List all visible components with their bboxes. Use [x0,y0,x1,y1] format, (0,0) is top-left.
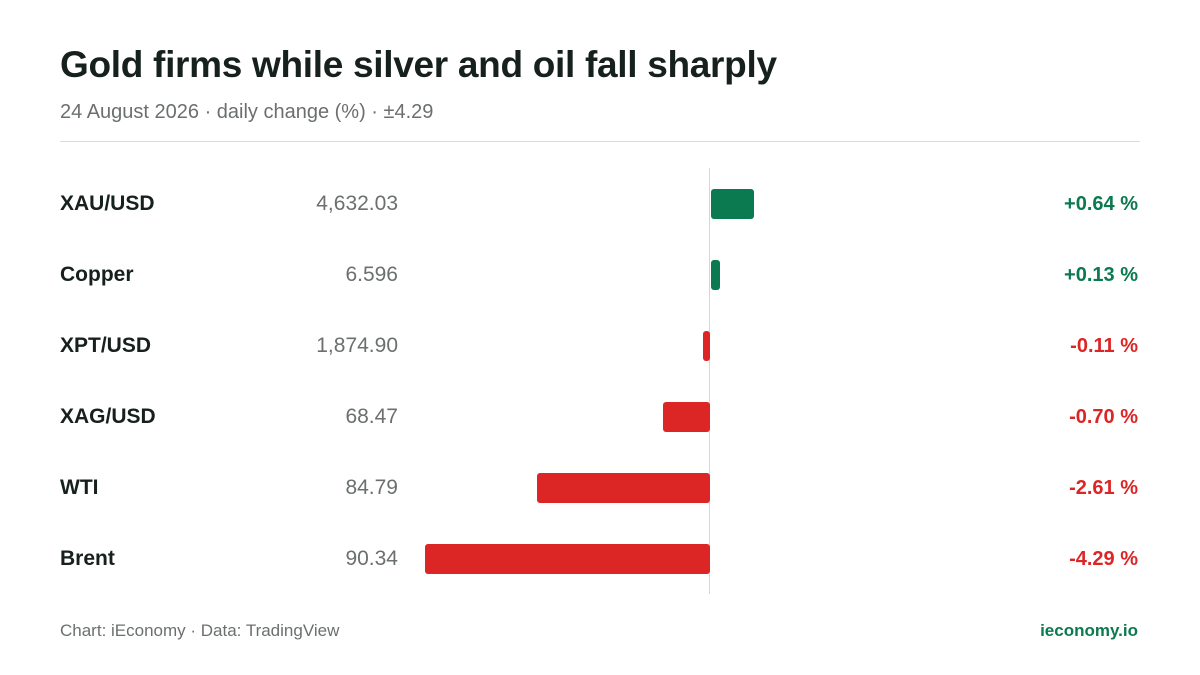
change-label: -2.61 % [1069,477,1138,499]
page-subtitle: 24 August 2026 · daily change (%) · ±4.2… [60,101,434,123]
commodity-price: 90.34 [345,547,398,570]
source-credit: Chart: iEconomy · Data: TradingView [60,621,340,640]
change-label: -0.11 % [1070,335,1138,357]
table-row: XPT/USD 1,874.90 -0.11 % [60,316,1140,376]
brand-link[interactable]: ieconomy.io [1040,621,1138,640]
change-label: -4.29 % [1069,548,1138,570]
commodity-name: Brent [60,547,115,570]
commodity-name: Copper [60,263,134,286]
commodity-price: 6.596 [345,263,398,286]
page-title: Gold firms while silver and oil fall sha… [60,44,777,85]
table-row: Brent 90.34 -4.29 % [60,529,1140,589]
change-bar [711,189,754,219]
header-divider [60,141,1140,142]
change-label: -0.70 % [1069,406,1138,428]
table-row: Copper 6.596 +0.13 % [60,245,1140,305]
commodity-name: WTI [60,476,99,499]
commodity-name: XPT/USD [60,334,152,357]
change-label: +0.64 % [1064,193,1138,215]
change-label: +0.13 % [1064,264,1138,286]
commodity-price: 1,874.90 [316,334,398,357]
commodity-name: XAU/USD [60,192,155,215]
commodity-price: 68.47 [345,405,398,428]
zero-axis-line [709,168,710,594]
table-row: WTI 84.79 -2.61 % [60,458,1140,518]
table-row: XAU/USD 4,632.03 +0.64 % [60,174,1140,234]
change-bar [536,473,710,503]
commodity-price: 4,632.03 [316,192,398,215]
change-bar [425,544,710,574]
commodity-price: 84.79 [345,476,398,499]
change-bar [663,402,710,432]
table-row: XAG/USD 68.47 -0.70 % [60,387,1140,447]
commodity-name: XAG/USD [60,405,156,428]
change-bar [702,331,710,361]
change-bar [711,260,720,290]
